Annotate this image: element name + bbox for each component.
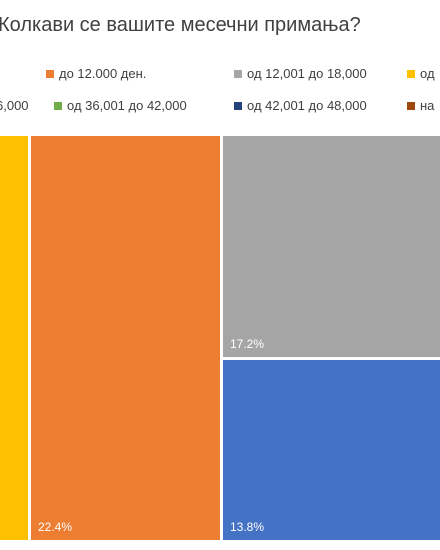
chart-title: Колкави се вашите месечни примања?: [0, 14, 361, 36]
tile-12001-18000: [223, 136, 440, 357]
legend-swatch: [234, 70, 242, 78]
legend-label: од 42,001 до 48,000: [247, 98, 367, 113]
legend-swatch: [407, 102, 415, 110]
legend-label: до 12.000 ден.: [59, 66, 147, 81]
legend-label: од: [420, 66, 435, 81]
legend-row-2: 6,000 од 36,001 до 42,000 од 42,001 до 4…: [0, 98, 440, 116]
tile-to-12000-label: 22.4%: [38, 520, 72, 534]
legend-label: од 36,001 до 42,000: [67, 98, 187, 113]
tile-od: [0, 136, 28, 540]
legend-swatch: [407, 70, 415, 78]
legend-row-1: до 12.000 ден. од 12,001 до 18,000 од: [0, 66, 440, 84]
legend-label: од 12,001 до 18,000: [247, 66, 367, 81]
tile-12001-18000-label: 17.2%: [230, 337, 264, 351]
legend-swatch: [54, 102, 62, 110]
tile-to-12000: [31, 136, 220, 540]
tile-blue: [223, 360, 440, 540]
legend-swatch: [234, 102, 242, 110]
legend-label: на: [420, 98, 435, 113]
legend-label: 6,000: [0, 98, 29, 113]
tile-blue-label: 13.8%: [230, 520, 264, 534]
legend-swatch: [46, 70, 54, 78]
